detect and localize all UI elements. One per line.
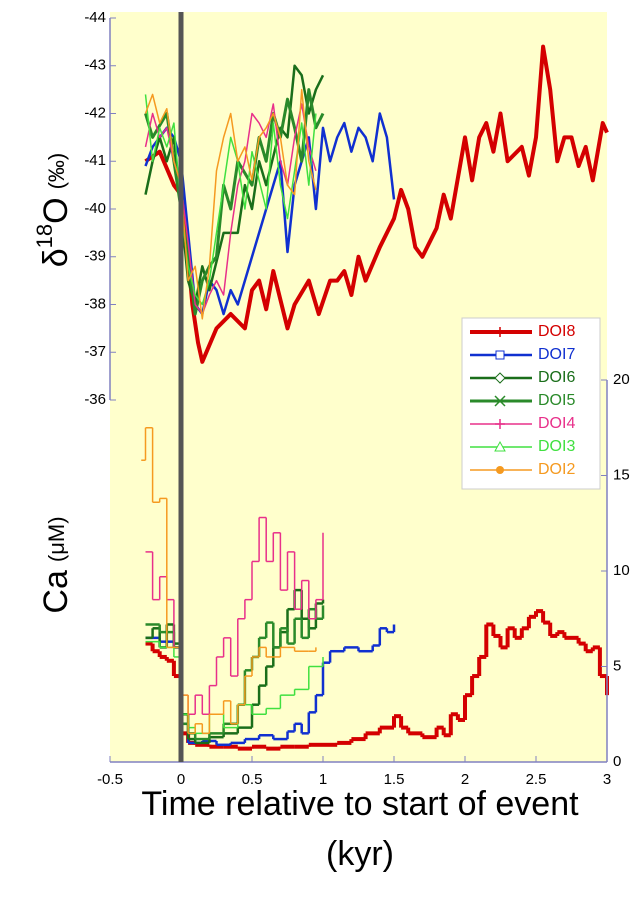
legend-marker [494,372,506,384]
y-label-part: δ [37,248,75,267]
legend-label: DOI8 [538,323,575,340]
y-tick-label: 15 [613,466,630,483]
legend-label: DOI5 [538,392,575,409]
y-tick-label: 5 [613,657,621,674]
legend-label: DOI3 [538,438,575,455]
legend-marker [494,440,506,452]
y-tick-label: 20 [613,371,630,388]
y-tick-label: -38 [84,295,106,312]
y-label-part: (μM) [44,516,69,562]
y-tick-label: 0 [613,753,621,770]
y-tick-label: -44 [84,9,106,26]
y-tick-label: -43 [84,57,106,74]
x-tick-label: -0.5 [97,771,123,788]
legend-marker [495,419,505,429]
series-steps [145,609,609,751]
y-label-part: 18 [32,224,57,248]
plot-layer: -44 -43 -42 -41 -40 -39 -38 -37 -36 DOI8 DOI7 DOI6 D… [84,9,629,788]
legend-label: DOI4 [538,415,575,432]
y-tick-label: -39 [84,248,106,265]
series-line [144,94,317,306]
x-axis-title: Time relative to start of event [141,785,579,823]
series-line [144,88,317,320]
legend-label: DOI2 [538,461,575,478]
y-tick-label: -40 [84,200,106,217]
x-tick-label: 3 [603,771,611,788]
y-label-part: Ca [37,570,75,614]
legend-marker [495,350,505,360]
y2-axis-title: Ca (μM) [37,516,75,613]
series-steps [145,516,324,715]
y-tick-label: 10 [613,562,630,579]
y-label-part: O [37,197,75,223]
x-axis-title: (kyr) [326,835,394,873]
y-tick-label: -41 [84,152,106,169]
y-tick-label: -36 [84,391,106,408]
x-tick-label: 2.5 [526,771,547,788]
series-line [144,44,609,364]
legend-marker [496,466,504,474]
x-tick-label: 0 [177,771,185,788]
x-tick-label: 1 [319,771,327,788]
legend-label: DOI7 [538,346,575,363]
x-tick-label: 1.5 [384,771,405,788]
legend-label: DOI6 [538,369,575,386]
x-tick-label: 2 [461,771,469,788]
y-tick-label: -42 [84,104,106,121]
y-axis-title: δ18O (‰) [32,153,75,268]
y-tick-label: -37 [84,343,106,360]
legend-marker [495,327,505,337]
y-label-part: (‰) [44,153,69,190]
legend-marker [494,395,506,407]
legend-box [461,317,601,490]
x-tick-label: 0.5 [242,771,263,788]
